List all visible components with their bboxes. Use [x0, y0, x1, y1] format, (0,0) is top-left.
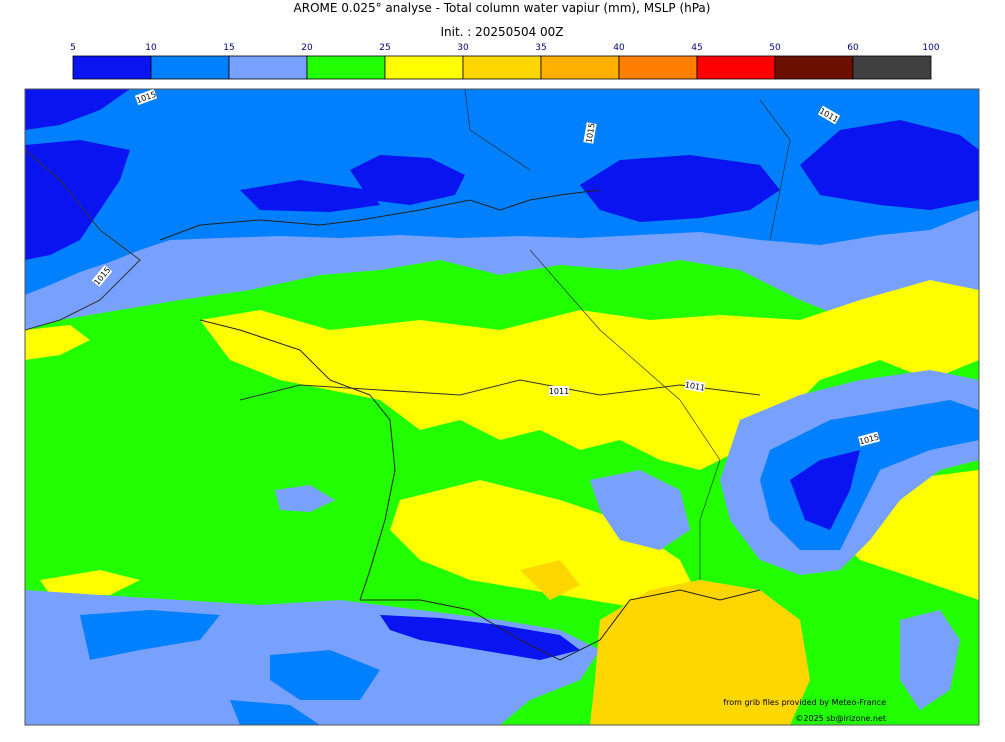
colorbar-segment — [540, 55, 620, 80]
colorbar-tick-label: 5 — [70, 43, 76, 53]
credit: from grib files provided by Meteo-France — [723, 698, 886, 707]
colorbar-tick-label: 100 — [922, 43, 939, 53]
colorbar-segment — [306, 55, 386, 80]
isobar-label: 1015 — [584, 122, 596, 144]
map-frame — [24, 88, 980, 726]
colorbar-segment — [774, 55, 854, 80]
colorbar-tick-label: 40 — [613, 43, 625, 53]
colorbar-tick-label: 25 — [379, 43, 390, 53]
title: AROME 0.025° analyse - Total column wate… — [294, 1, 711, 15]
init-time: Init. : 20250504 00Z — [440, 25, 563, 39]
colorbar-segment — [852, 55, 932, 80]
colorbar-segment — [384, 55, 464, 80]
colorbar-tick-label: 10 — [145, 43, 157, 53]
colorbar-tick-label: 60 — [847, 43, 859, 53]
colorbar-segment — [150, 55, 230, 80]
colorbar-segment — [72, 55, 152, 80]
colorbar-segment — [228, 55, 308, 80]
colorbar-segment — [618, 55, 698, 80]
colorbar-segment — [696, 55, 776, 80]
colorbar-tick-label: 45 — [691, 43, 702, 53]
colorbar-tick-label: 20 — [301, 43, 313, 53]
colorbar-tick-label: 15 — [223, 43, 234, 53]
colorbar-segment — [462, 55, 542, 80]
colorbar: 5 10 15 20 25 30 35 40 45 50 60 100 — [70, 43, 940, 80]
credit: ©2025 sb@irizone.net — [795, 714, 886, 723]
colorbar-tick-label: 35 — [535, 43, 546, 53]
colorbar-tick-label: 30 — [457, 43, 469, 53]
colorbar-tick-label: 50 — [769, 43, 781, 53]
map: 1015 1015 1011 1015 1011 1011 1015 from … — [25, 89, 979, 725]
isobar-label: 1011 — [684, 380, 706, 392]
isobar-label: 1011 — [549, 387, 569, 396]
